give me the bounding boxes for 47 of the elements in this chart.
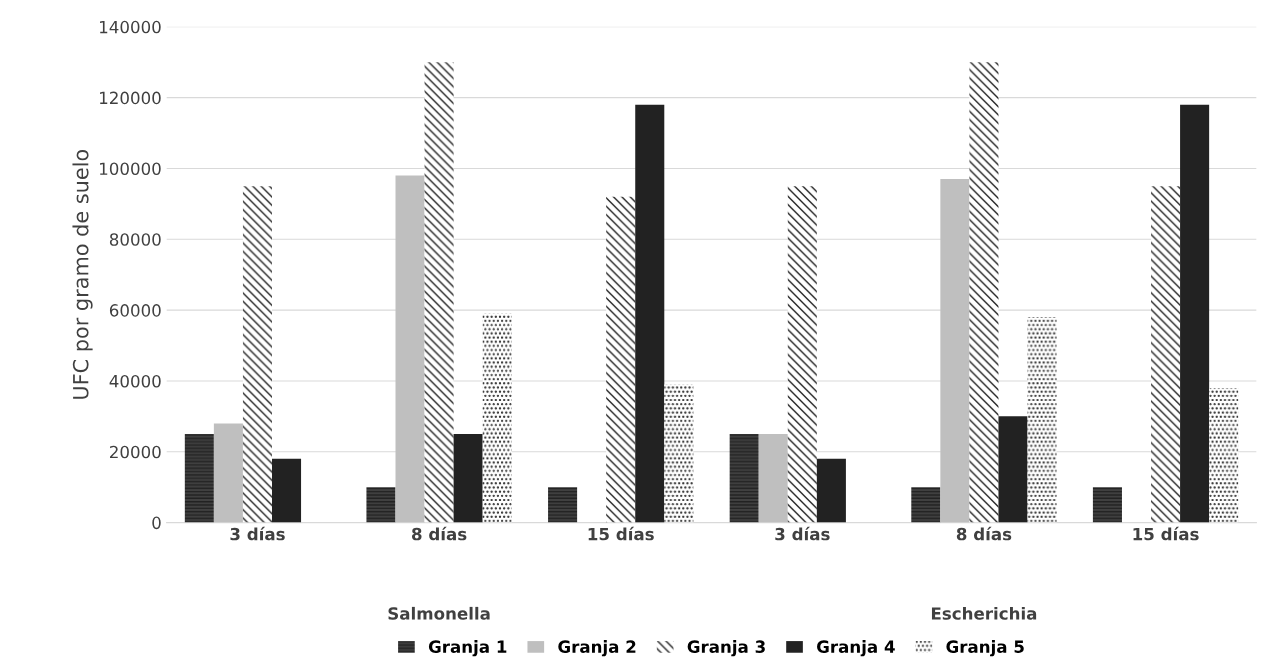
y-tick-label: 60000 [109,304,161,317]
y-tick-label: 40000 [109,374,161,388]
bar [395,175,425,523]
legend-label: Granja 2 [558,640,636,657]
x-tick-label: 8 días [956,526,1012,541]
y-axis-title: UFC por gramo de suelo [72,149,93,399]
bar [1092,487,1122,523]
y-tick-label: 120000 [100,91,161,105]
legend-label: Granja 3 [687,640,765,657]
y-tick-label: 80000 [109,233,161,246]
text: Escherichia [931,606,1037,620]
bar [272,458,302,523]
bar [664,384,694,523]
bar [816,458,846,523]
bar [998,416,1028,523]
bar [729,434,759,523]
bar [1180,104,1210,523]
bar [1151,186,1181,523]
y-tick-label: 0 [152,516,161,530]
bar [366,487,396,523]
bar [548,487,578,523]
x-tick-label: 3 días [775,526,830,541]
bar [242,186,272,523]
legend-label: Granja 5 [946,640,1024,657]
bar [969,62,999,523]
bar [787,186,817,523]
bar [482,313,512,523]
x-tick-label: 15 días [588,526,654,541]
bar [213,423,243,523]
x-tick-label: 8 días [412,526,467,541]
bar [606,196,636,523]
bar [184,434,214,523]
bar [453,434,483,523]
y-tick-label: 140000 [100,20,161,34]
bar [635,104,665,523]
legend-label: Granja 1 [428,640,507,657]
x-tick-label: 3 días [230,526,285,541]
bar [940,179,970,523]
bar [1209,388,1239,523]
text: Salmonella [388,606,490,620]
legend-label: Granja 4 [817,640,895,657]
x-tick-label: 15 días [1133,526,1199,541]
y-tick-label: 100000 [100,162,161,176]
y-tick-label: 20000 [110,445,161,459]
bar [424,62,454,523]
bar [1027,317,1057,523]
bar [758,434,788,523]
